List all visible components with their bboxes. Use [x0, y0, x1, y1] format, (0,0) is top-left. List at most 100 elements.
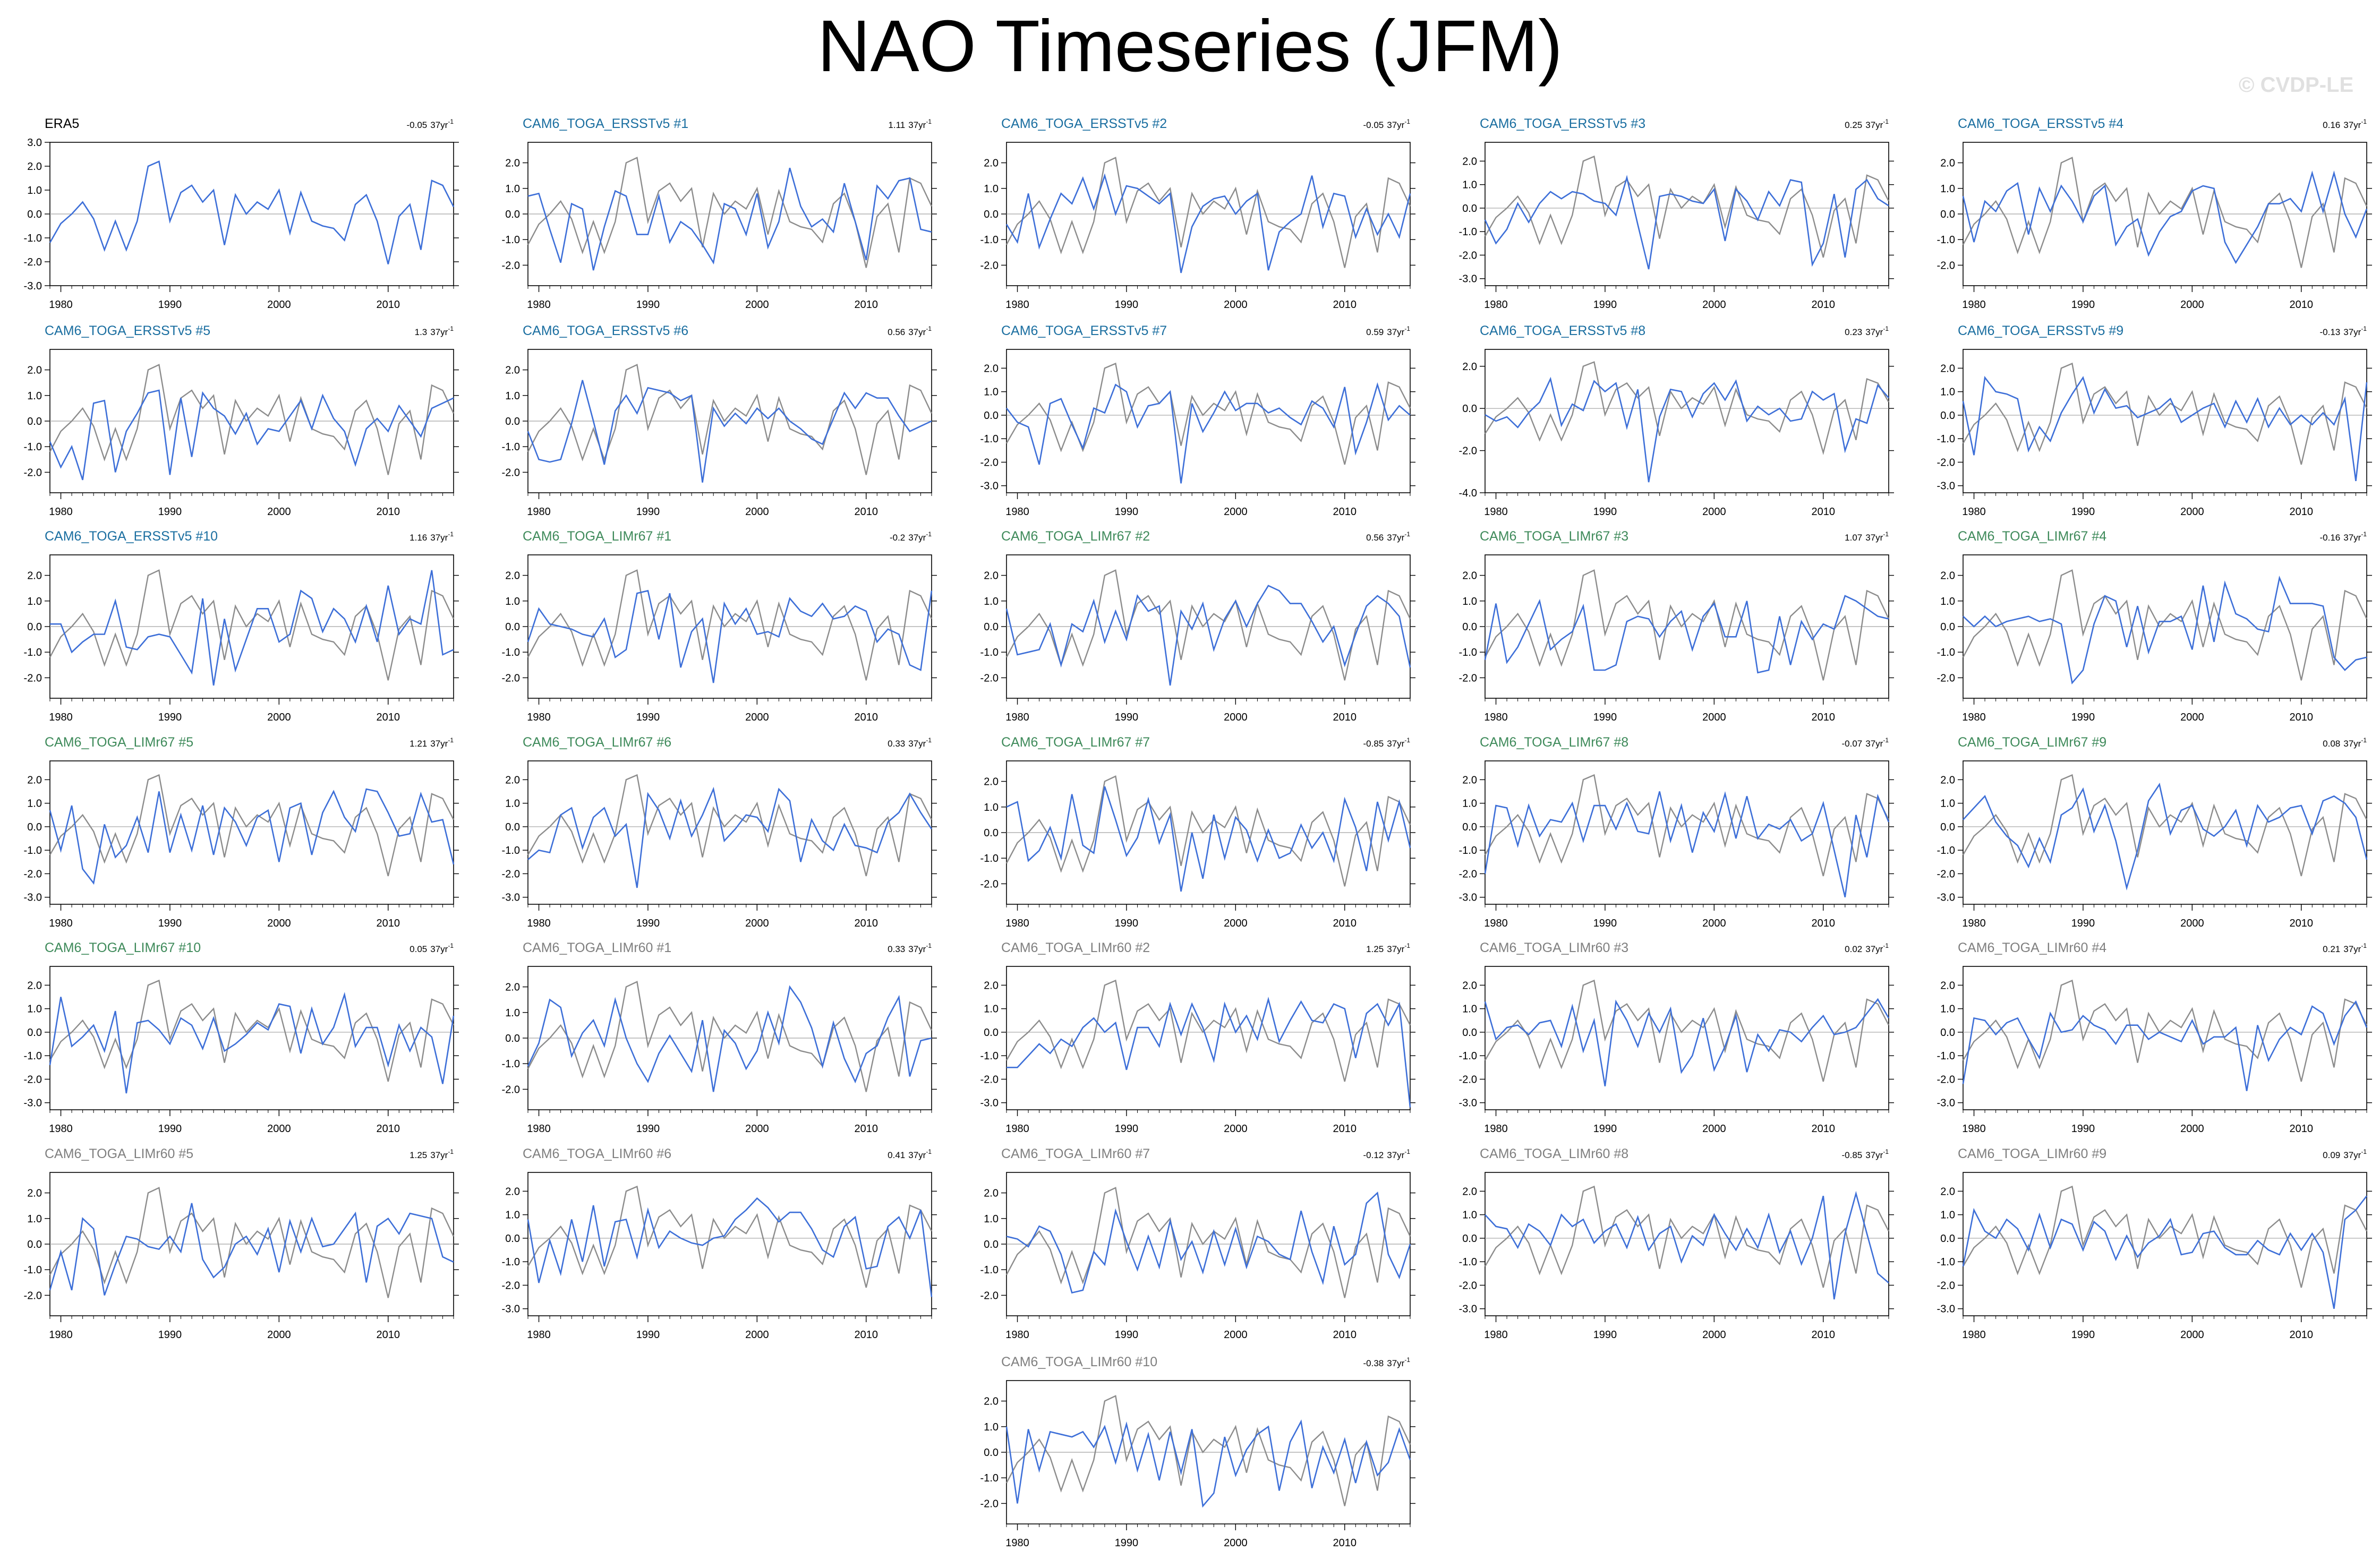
- panel-17: CAM6_TOGA_LIMr67 #7 -0.85 37yr-1 2.0 1.0 0.0 -…: [980, 735, 1415, 929]
- trend-exponent: -1: [2361, 736, 2367, 744]
- y-tick-label: 0.0: [27, 209, 42, 220]
- y-tick-label: -1.0: [980, 234, 999, 246]
- trend-label: 0.09 37yr-1: [2323, 1148, 2367, 1160]
- trend-label: 0.56 37yr-1: [1366, 530, 1410, 543]
- y-tick-label: -2.0: [24, 467, 42, 478]
- y-tick-label: 2.0: [27, 570, 42, 582]
- trend-units: 37yr: [908, 944, 926, 954]
- trend-value: 1.25: [1366, 944, 1384, 954]
- trend-units: 37yr: [430, 739, 448, 749]
- y-tick-label: 0.0: [505, 209, 520, 220]
- y-tick-label: -1.0: [1459, 1256, 1477, 1268]
- panel-title: CAM6_TOGA_LIMr60 #9: [1958, 1146, 2106, 1161]
- y-tick-label: 0.0: [27, 821, 42, 833]
- y-tick-label: 2.0: [505, 570, 520, 582]
- x-tick-label: 1990: [1593, 1123, 1617, 1135]
- panel-title: CAM6_TOGA_LIMr67 #6: [523, 735, 671, 750]
- y-tick-label: 2.0: [505, 982, 520, 993]
- x-tick-label: 1980: [527, 918, 551, 929]
- y-tick-label: 2.0: [984, 1188, 999, 1199]
- panel-title: CAM6_TOGA_ERSSTv5 #10: [45, 529, 218, 544]
- plot-frame: [49, 760, 454, 905]
- y-tick-label: -1.0: [980, 1472, 999, 1484]
- panel-0: ERA5 -0.05 37yr-1 3.0 2.0 1.0 0.0 -1.0 -2.0 -3.0 1…: [24, 116, 459, 311]
- y-tick-label: 1.0: [984, 1421, 999, 1433]
- y-tick-label: 0.0: [984, 209, 999, 220]
- member-series: [1485, 376, 1889, 483]
- y-tick-label: -1.0: [1937, 647, 1955, 658]
- x-tick-label: 2000: [267, 1123, 291, 1135]
- trend-exponent: -1: [1404, 1148, 1410, 1155]
- x-tick-label: 1980: [1005, 918, 1029, 929]
- y-tick-label: 0.0: [1462, 1233, 1477, 1245]
- y-tick-label: -3.0: [24, 280, 42, 292]
- x-tick-label: 2000: [1702, 299, 1726, 311]
- x-tick-label: 1980: [1962, 712, 1986, 723]
- x-tick-label: 1990: [2071, 506, 2095, 518]
- y-tick-label: 2.0: [1940, 363, 1955, 374]
- x-tick-label: 2000: [2180, 506, 2204, 518]
- y-tick-label: -1.0: [1937, 845, 1955, 856]
- trend-value: -0.85: [1363, 739, 1384, 749]
- panel-title: CAM6_TOGA_ERSSTv5 #1: [523, 116, 688, 131]
- y-tick-label: 0.0: [984, 1239, 999, 1250]
- x-tick-label: 2000: [2180, 1329, 2204, 1341]
- y-tick-label: -2.0: [980, 672, 999, 684]
- y-tick-label: 0.0: [1462, 1027, 1477, 1039]
- y-tick-label: 0.0: [505, 1233, 520, 1245]
- x-tick-label: 2010: [855, 506, 878, 518]
- y-tick-label: 2.0: [1940, 570, 1955, 582]
- trend-units: 37yr: [430, 533, 448, 543]
- reference-series: [49, 774, 455, 877]
- plot-frame: [527, 1172, 932, 1316]
- member-series: [527, 589, 933, 683]
- member-series: [527, 985, 932, 1092]
- x-tick-label: 1990: [636, 1329, 660, 1341]
- panel-8: CAM6_TOGA_ERSSTv5 #8 0.23 37yr-1 2.0 0.0 -2.0…: [1459, 323, 1894, 518]
- x-tick-label: 1990: [1593, 712, 1617, 723]
- y-tick-label: 1.0: [505, 1007, 520, 1019]
- member-series: [1485, 1190, 1889, 1300]
- panel-title: CAM6_TOGA_LIMr60 #5: [45, 1146, 193, 1161]
- y-tick-label: -3.0: [502, 892, 520, 904]
- trend-units: 37yr: [1865, 1150, 1883, 1160]
- y-tick-label: -1.0: [1459, 1050, 1477, 1062]
- y-tick-label: -2.0: [24, 1074, 42, 1085]
- panel-24: CAM6_TOGA_LIMr60 #4 0.21 37yr-1 2.0 1.0 0.0 -1…: [1937, 940, 2372, 1135]
- x-tick-label: 2010: [855, 1329, 878, 1341]
- y-tick-label: -1.0: [502, 1256, 520, 1268]
- x-tick-label: 2000: [2180, 299, 2204, 311]
- trend-label: 0.41 37yr-1: [888, 1148, 932, 1160]
- y-tick-label: 1.0: [27, 390, 42, 402]
- y-tick-label: -3.0: [1937, 481, 1955, 492]
- y-tick-label: 2.0: [1462, 361, 1477, 373]
- member-series: [1006, 996, 1411, 1108]
- y-tick-label: 1.0: [1462, 798, 1477, 810]
- x-tick-label: 1980: [1484, 1123, 1508, 1135]
- y-tick-label: -1.0: [24, 233, 42, 244]
- trend-units: 37yr: [908, 120, 926, 130]
- trend-label: -0.12 37yr-1: [1363, 1148, 1411, 1160]
- x-tick-label: 1990: [1115, 506, 1139, 518]
- x-tick-label: 1980: [1962, 1329, 1986, 1341]
- y-tick-label: -3.0: [1937, 1304, 1955, 1315]
- trend-units: 37yr: [1865, 739, 1883, 749]
- trend-label: -0.13 37yr-1: [2320, 325, 2367, 337]
- trend-exponent: -1: [448, 1148, 454, 1155]
- trend-value: 0.08: [2323, 739, 2340, 749]
- y-tick-label: -3.0: [980, 481, 999, 492]
- trend-value: -0.13: [2320, 327, 2341, 337]
- y-tick-label: 0.0: [27, 1027, 42, 1039]
- y-tick-label: -2.0: [980, 878, 999, 890]
- y-tick-label: 1.0: [984, 802, 999, 813]
- trend-value: -0.12: [1363, 1150, 1384, 1160]
- member-series: [1005, 585, 1411, 686]
- reference-series: [1005, 569, 1411, 681]
- panel-title: CAM6_TOGA_LIMr60 #3: [1480, 940, 1628, 955]
- trend-label: 1.07 37yr-1: [1845, 530, 1889, 543]
- x-tick-label: 2000: [745, 1123, 769, 1135]
- member-series: [527, 1197, 933, 1297]
- reference-series: [1484, 155, 1890, 258]
- x-tick-label: 1990: [1593, 918, 1617, 929]
- trend-label: -0.38 37yr-1: [1363, 1356, 1411, 1368]
